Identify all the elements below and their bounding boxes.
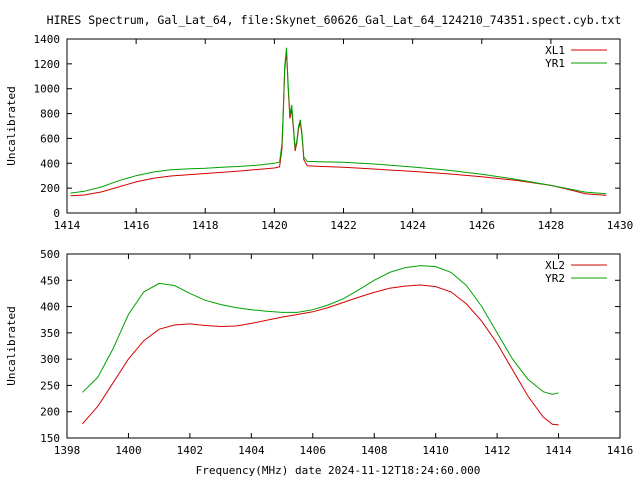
- x-tick-label: 1416: [123, 219, 150, 232]
- y-tick-label: 400: [40, 301, 60, 314]
- bottom-spectrum-plot: 1398 1400 1402 1404 1406 1408 1410 1412 1414 1416…: [5, 248, 633, 457]
- x-tick-label: 1414: [545, 444, 572, 457]
- y-tick-label: 1200: [34, 58, 61, 71]
- legend-label: YR2: [545, 272, 565, 285]
- y-tick-label: 500: [40, 248, 60, 261]
- y-tick-label: 800: [40, 108, 60, 121]
- x-tick-label: 1414: [54, 219, 81, 232]
- x-tick-label: 1422: [330, 219, 357, 232]
- x-tick-label: 1412: [484, 444, 511, 457]
- x-tick-label: 1430: [607, 219, 634, 232]
- y-axis-label: Uncalibrated: [5, 86, 18, 165]
- legend-label: YR1: [545, 57, 565, 70]
- x-tick-label: 1400: [115, 444, 142, 457]
- x-tick-label: 1402: [177, 444, 204, 457]
- y-tick-label: 1400: [34, 33, 61, 46]
- y-tick-label: 1000: [34, 83, 61, 96]
- x-tick-label: 1428: [538, 219, 565, 232]
- plot-frame: [66, 253, 621, 439]
- x-tick-label: 1420: [261, 219, 288, 232]
- plot-frame: [66, 38, 621, 214]
- y-axis-label: Uncalibrated: [5, 306, 18, 385]
- x-tick-label: 1404: [238, 444, 265, 457]
- x-tick-label: 1398: [54, 444, 81, 457]
- series-line-xl1: [70, 51, 607, 197]
- x-tick-label: 1424: [399, 219, 426, 232]
- series-line-yr2: [82, 265, 559, 395]
- y-tick-label: 250: [40, 379, 60, 392]
- x-tick-label: 1416: [607, 444, 634, 457]
- x-axis-label: Frequency(MHz) date 2024-11-12T18:24:60.…: [196, 464, 481, 477]
- y-tick-label: 200: [40, 406, 60, 419]
- y-tick-label: 600: [40, 132, 60, 145]
- series-line-xl2: [82, 284, 559, 426]
- y-tick-label: 400: [40, 157, 60, 170]
- y-tick-label: 450: [40, 274, 60, 287]
- y-tick-label: 0: [53, 207, 60, 220]
- x-tick-label: 1418: [192, 219, 219, 232]
- x-tick-label: 1410: [422, 444, 449, 457]
- x-tick-label: 1406: [300, 444, 327, 457]
- legend-label: XL1: [545, 44, 565, 57]
- series-line-yr1: [70, 47, 607, 195]
- chart-title: HIRES Spectrum, Gal_Lat_64, file:Skynet_…: [47, 13, 622, 27]
- y-tick-label: 300: [40, 353, 60, 366]
- legend-label: XL2: [545, 259, 565, 272]
- x-tick-label: 1408: [361, 444, 388, 457]
- y-tick-label: 150: [40, 432, 60, 445]
- top-spectrum-plot: 1414 1416 1418 1420 1422 1424 1426 1428 1430 0 200…: [5, 33, 633, 232]
- x-tick-label: 1426: [469, 219, 496, 232]
- y-tick-label: 200: [40, 182, 60, 195]
- y-tick-label: 350: [40, 327, 60, 340]
